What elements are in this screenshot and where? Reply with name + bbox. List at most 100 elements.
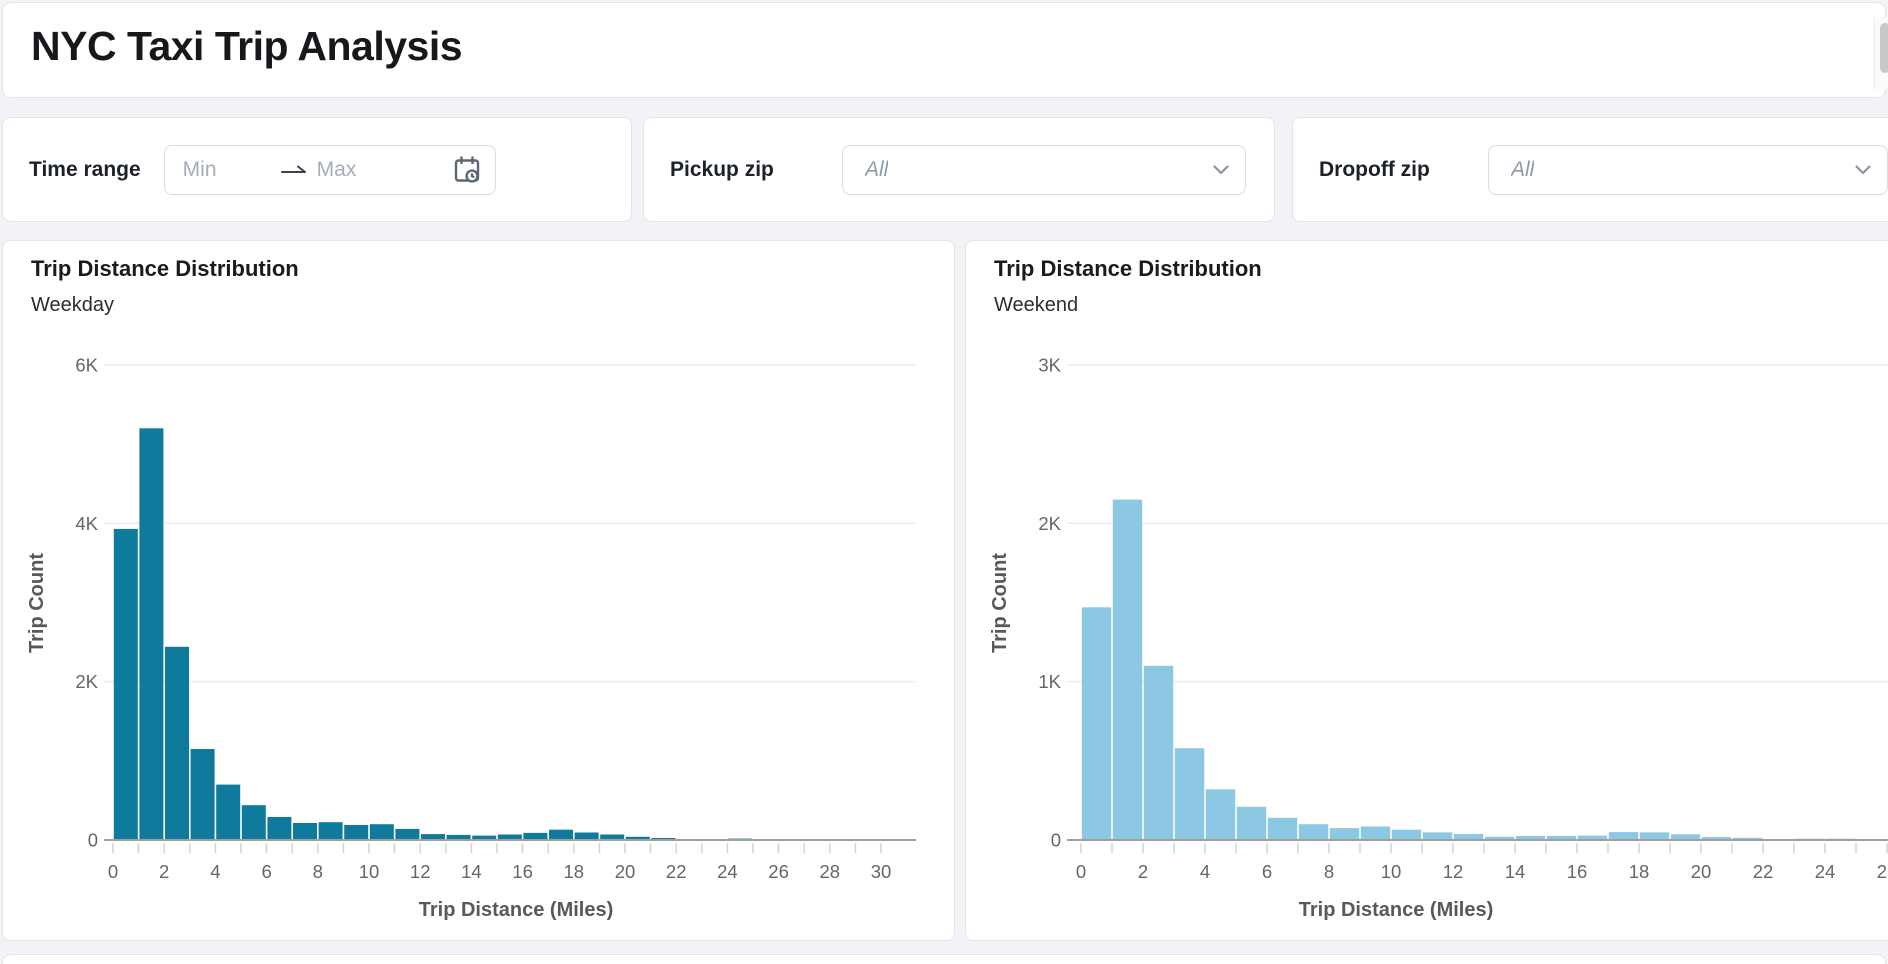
pickup-zip-select[interactable]: All xyxy=(842,144,1246,195)
y-axis-title: Trip Count xyxy=(26,553,48,653)
histogram-bar xyxy=(395,828,420,840)
histogram-bar xyxy=(1484,836,1515,840)
histogram-bar xyxy=(1267,817,1298,840)
y-tick-label: 0 xyxy=(88,830,98,851)
x-tick-label: 16 xyxy=(1567,861,1588,882)
x-tick-label: 4 xyxy=(210,861,220,882)
x-tick-label: 30 xyxy=(871,861,892,882)
x-tick-label: 2 xyxy=(159,861,169,882)
next-row-card-partial xyxy=(2,954,1886,964)
dropoff-zip-filter-card: Dropoff zip All xyxy=(1292,117,1888,222)
pickup-zip-filter-card: Pickup zip All xyxy=(643,117,1275,222)
histogram-bar xyxy=(1236,806,1267,841)
chart-subtitle: Weekend xyxy=(994,294,1079,316)
x-axis-title: Trip Distance (Miles) xyxy=(1299,899,1494,921)
histogram-bar xyxy=(1608,832,1639,840)
histogram-bar xyxy=(1391,829,1422,840)
histogram-bar xyxy=(344,825,369,840)
y-tick-label: 2K xyxy=(75,671,98,692)
x-tick-label: 26 xyxy=(1877,861,1888,882)
x-tick-label: 10 xyxy=(359,861,380,882)
histogram-bar xyxy=(241,805,266,840)
x-tick-label: 12 xyxy=(1443,861,1464,882)
histogram-bar xyxy=(625,836,650,840)
scrollbar-thumb[interactable] xyxy=(1880,23,1888,73)
weekend-histogram-svg: 01K2K3K02468101214161820222426Trip Dista… xyxy=(989,355,1888,921)
x-tick-label: 22 xyxy=(666,861,687,882)
y-tick-label: 3K xyxy=(1038,355,1061,376)
x-tick-label: 6 xyxy=(261,861,271,882)
x-tick-label: 18 xyxy=(564,861,585,882)
x-tick-label: 8 xyxy=(313,861,323,882)
chart-title: Trip Distance Distribution xyxy=(31,256,299,281)
histogram-bar xyxy=(1143,665,1174,840)
page-title: NYC Taxi Trip Analysis xyxy=(31,23,463,69)
x-tick-label: 8 xyxy=(1324,861,1334,882)
x-tick-label: 26 xyxy=(768,861,789,882)
y-tick-label: 6K xyxy=(75,355,98,376)
histogram-bar xyxy=(369,824,394,840)
x-tick-label: 10 xyxy=(1381,861,1402,882)
pickup-zip-value: All xyxy=(865,157,889,181)
histogram-bar xyxy=(1205,789,1236,840)
histogram-bar xyxy=(139,428,164,840)
histogram-bar xyxy=(165,646,189,840)
x-tick-label: 18 xyxy=(1629,861,1650,882)
histogram-bar xyxy=(1577,835,1608,840)
x-tick-label: 16 xyxy=(512,861,533,882)
histogram-bar xyxy=(421,834,445,840)
x-axis-title: Trip Distance (Miles) xyxy=(419,899,614,921)
x-tick-label: 6 xyxy=(1262,861,1272,882)
y-tick-label: 4K xyxy=(75,513,98,534)
histogram-bar xyxy=(446,834,471,840)
histogram-bar xyxy=(574,832,599,840)
histogram-bar xyxy=(1639,832,1670,840)
chevron-down-icon xyxy=(1855,165,1871,175)
histogram-bar xyxy=(1422,832,1453,840)
histogram-bar xyxy=(267,817,292,840)
histogram-bar xyxy=(1701,837,1732,840)
histogram-bar xyxy=(318,822,343,840)
histogram-bar xyxy=(113,528,138,840)
x-tick-label: 4 xyxy=(1200,861,1210,882)
histogram-bar xyxy=(1174,748,1205,840)
time-range-picker[interactable] xyxy=(163,144,496,195)
histogram-bar xyxy=(190,749,215,840)
x-tick-label: 14 xyxy=(461,861,482,882)
histogram-bar xyxy=(1546,836,1577,840)
calendar-clock-icon xyxy=(453,155,481,185)
histogram-bar xyxy=(1453,834,1484,840)
chart-title: Trip Distance Distribution xyxy=(994,256,1262,281)
histogram-bar xyxy=(549,829,573,840)
dropoff-zip-select[interactable]: All xyxy=(1488,145,1888,195)
x-tick-label: 28 xyxy=(820,861,841,882)
time-range-filter-card: Time range xyxy=(2,117,632,222)
histogram-bar xyxy=(1329,828,1360,840)
time-range-max-input[interactable] xyxy=(316,146,413,193)
x-tick-label: 20 xyxy=(1691,861,1712,882)
histogram-bar xyxy=(1112,499,1143,840)
histogram-bar xyxy=(293,823,317,840)
x-tick-label: 2 xyxy=(1138,861,1148,882)
x-tick-label: 0 xyxy=(108,861,118,882)
chart-subtitle: Weekday xyxy=(31,294,115,316)
x-tick-label: 12 xyxy=(410,861,431,882)
y-tick-label: 2K xyxy=(1038,513,1061,534)
scrollbar[interactable] xyxy=(1874,17,1888,89)
x-tick-label: 24 xyxy=(1815,861,1836,882)
y-tick-label: 0 xyxy=(1051,830,1061,851)
arrow-right-icon xyxy=(280,163,307,177)
histogram-bar xyxy=(1515,836,1546,840)
histogram-bar xyxy=(1298,824,1329,840)
histogram-bar xyxy=(600,834,625,840)
x-tick-label: 20 xyxy=(615,861,636,882)
time-range-min-input[interactable] xyxy=(182,146,279,193)
x-tick-label: 14 xyxy=(1505,861,1526,882)
y-tick-label: 1K xyxy=(1038,671,1061,692)
y-axis-title: Trip Count xyxy=(989,553,1011,653)
histogram-bar xyxy=(1360,826,1391,840)
histogram-bar xyxy=(523,832,548,840)
weekend-histogram-card: Trip Distance Distribution Weekend 0 1K 2K… xyxy=(965,240,1888,941)
